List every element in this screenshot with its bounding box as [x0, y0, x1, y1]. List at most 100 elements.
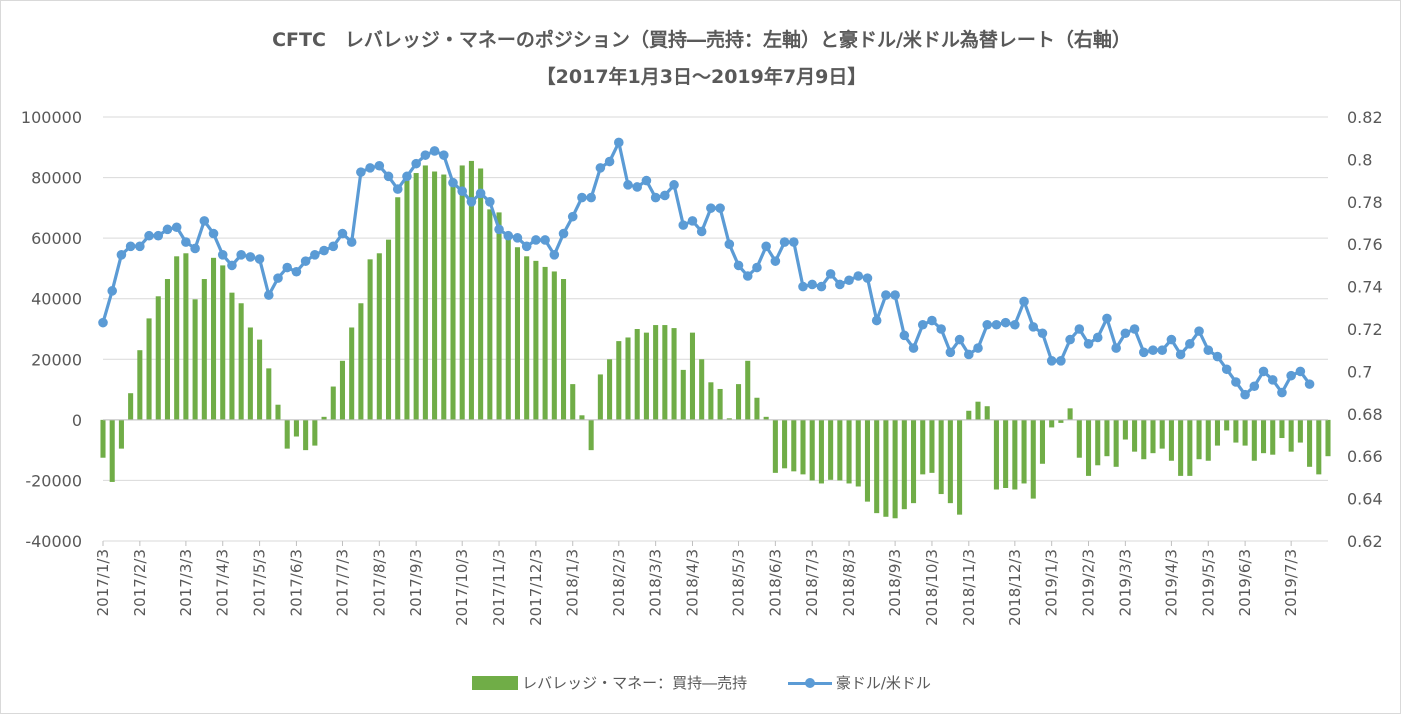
bar: [993, 419, 999, 490]
bar: [238, 303, 244, 420]
line-point: [98, 317, 108, 328]
line-point: [945, 347, 956, 358]
bar: [1270, 419, 1276, 455]
bar: [339, 360, 346, 420]
line-point: [125, 241, 136, 252]
legend-item-bars: レバレッジ・マネー：買持―売持: [472, 672, 747, 693]
line-point: [1249, 381, 1260, 392]
x-axis-tick-label: 2018/9/3: [886, 549, 904, 616]
x-axis-tick-label: 2017/7/3: [333, 549, 351, 616]
line-point: [1148, 345, 1158, 356]
bar: [910, 419, 917, 504]
x-axis-tick-label: 2019/4/3: [1162, 549, 1180, 616]
bar: [560, 279, 567, 420]
bar: [855, 419, 861, 487]
line-point: [844, 275, 854, 286]
bar: [846, 419, 852, 484]
bar: [385, 239, 392, 420]
bar: [745, 360, 751, 420]
bar: [864, 419, 871, 502]
line-point: [1185, 339, 1195, 349]
bar: [1159, 419, 1165, 449]
bar: [459, 165, 465, 420]
line-point: [742, 271, 753, 281]
bar: [818, 419, 824, 484]
bar: [1021, 419, 1027, 484]
x-axis-tick-label: 2019/5/3: [1199, 549, 1217, 616]
bar: [662, 325, 668, 420]
bar: [1205, 419, 1211, 461]
bar: [183, 253, 189, 420]
bar: [579, 415, 585, 420]
line-point: [917, 319, 928, 330]
right-axis-tick-label: 0.72: [1347, 320, 1383, 339]
line-point: [531, 235, 541, 245]
bar: [1325, 419, 1331, 457]
bar: [468, 160, 474, 420]
right-axis-tick-label: 0.82: [1347, 108, 1383, 127]
bar: [1260, 419, 1267, 454]
bar: [763, 416, 769, 420]
bar: [653, 325, 659, 420]
x-axis-tick-label: 2018/6/3: [766, 549, 784, 616]
line-point: [1267, 375, 1278, 385]
bar: [754, 397, 760, 420]
bar: [303, 419, 309, 451]
right-axis-tick-label: 0.76: [1347, 235, 1383, 254]
right-axis-tick-label: 0.68: [1347, 405, 1383, 424]
line-point: [853, 271, 864, 281]
bar: [1187, 419, 1193, 476]
bar: [938, 419, 944, 495]
line-point: [135, 241, 145, 252]
line-point: [1286, 370, 1296, 381]
bar: [413, 173, 419, 420]
bar: [118, 419, 124, 449]
bar: [975, 401, 981, 420]
bar: [901, 419, 907, 510]
right-axis: 0.82 0.8 0.78 0.76 0.74 0.72 0.7 0.68 0.66 0.64 0.…: [1347, 108, 1383, 551]
line-point: [623, 180, 633, 190]
bar: [726, 418, 732, 420]
line-point: [1056, 356, 1066, 366]
bar: [395, 197, 401, 420]
line-point: [310, 250, 320, 260]
bar: [1012, 419, 1018, 490]
bar: [1067, 408, 1073, 420]
bar: [634, 329, 640, 420]
legend: レバレッジ・マネー：買持―売持 豪ドル/米ドル: [0, 672, 1403, 694]
line-point: [1000, 317, 1011, 328]
bar: [376, 253, 382, 420]
line-point: [936, 324, 946, 334]
line-point: [1019, 296, 1029, 307]
bar: [1049, 419, 1055, 428]
bar: [100, 419, 106, 458]
line-point: [954, 334, 965, 345]
bar: [1178, 419, 1184, 476]
bar: [478, 168, 484, 420]
line-point: [540, 235, 550, 245]
right-axis-tick-label: 0.62: [1347, 532, 1383, 551]
line-point: [383, 171, 394, 182]
line-point: [1138, 347, 1149, 358]
bar: [109, 419, 115, 482]
line-point: [862, 273, 873, 283]
bar: [293, 419, 299, 437]
bar: [699, 359, 705, 420]
line-point: [899, 330, 910, 341]
line-point: [162, 224, 173, 235]
bar: [782, 419, 788, 469]
bar: [1168, 419, 1174, 461]
x-axis-tick-label: 2017/5/3: [251, 549, 269, 616]
bar: [966, 410, 972, 420]
x-axis: 2017/1/3 2017/2/3 2017/3/3 2017/4/3 2017/5/3…: [94, 541, 1300, 626]
line-point: [236, 250, 246, 260]
line-point: [1120, 328, 1131, 339]
line-point: [678, 220, 689, 230]
chart-subtitle: 【2017年1月3日～2019年7月9日】: [536, 66, 867, 88]
line-point: [199, 216, 210, 226]
x-axis-tick-label: 2019/6/3: [1236, 549, 1254, 616]
x-axis-tick-label: 2017/8/3: [370, 549, 388, 616]
bar: [164, 279, 171, 420]
x-axis-tick-label: 2018/10/3: [923, 549, 941, 626]
